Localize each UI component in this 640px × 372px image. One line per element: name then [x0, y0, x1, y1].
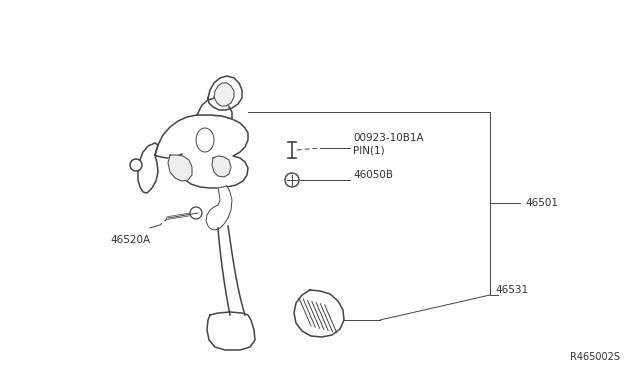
Polygon shape: [197, 98, 232, 119]
Ellipse shape: [196, 128, 214, 152]
Polygon shape: [155, 115, 248, 188]
Text: 00923-10B1A: 00923-10B1A: [353, 133, 424, 143]
Polygon shape: [168, 155, 192, 181]
Text: 46501: 46501: [525, 198, 558, 208]
Circle shape: [285, 173, 299, 187]
Circle shape: [130, 159, 142, 171]
Polygon shape: [206, 186, 232, 230]
Polygon shape: [218, 226, 245, 315]
Polygon shape: [207, 312, 255, 350]
Polygon shape: [294, 290, 344, 337]
Text: 46520A: 46520A: [110, 235, 150, 245]
Polygon shape: [138, 143, 158, 193]
Text: 46531: 46531: [495, 285, 528, 295]
Circle shape: [190, 207, 202, 219]
Polygon shape: [208, 76, 242, 110]
Text: 46050B: 46050B: [353, 170, 393, 180]
Text: PIN(1): PIN(1): [353, 145, 385, 155]
Text: R465002S: R465002S: [570, 352, 620, 362]
Polygon shape: [212, 156, 231, 177]
Polygon shape: [214, 83, 234, 106]
